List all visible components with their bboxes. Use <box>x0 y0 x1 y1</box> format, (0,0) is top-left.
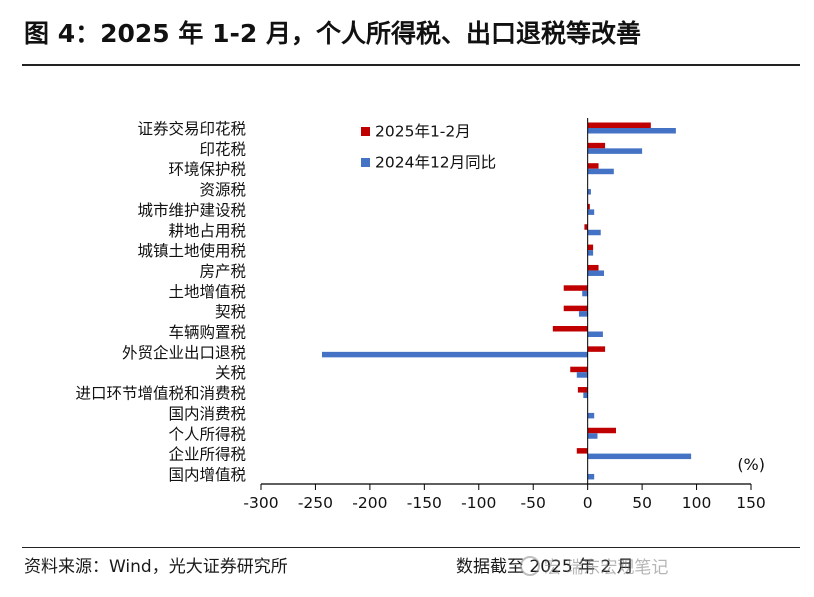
x-tick-label-4: -100 <box>461 494 496 512</box>
bar-s2-9 <box>578 311 588 317</box>
bar-s1-5 <box>584 224 588 230</box>
bar-s2-6 <box>587 250 594 256</box>
category-label-0: 证券交易印花税 <box>137 120 246 138</box>
x-tick-label-1: -250 <box>298 494 333 512</box>
category-label-9: 契税 <box>215 303 246 321</box>
x-tick-label-9: 150 <box>736 494 766 512</box>
bar-s2-8 <box>582 290 588 297</box>
category-label-16: 企业所得税 <box>168 446 246 464</box>
data-as-of-note: 数据截至 2025 年 2 月 <box>456 557 634 577</box>
legend-label-1: 2024年12月同比 <box>375 154 496 172</box>
bar-s1-15 <box>587 427 616 434</box>
category-label-3: 资源税 <box>199 181 246 199</box>
bar-s2-12 <box>576 372 588 378</box>
bar-s2-3 <box>587 189 591 195</box>
figure-title: 图 4：2025 年 1-2 月，个人所得税、出口退税等改善 <box>24 19 641 48</box>
bar-s2-15 <box>587 433 598 439</box>
category-label-15: 个人所得税 <box>168 425 246 443</box>
bar-s2-13 <box>583 392 588 399</box>
x-tick-label-6: 0 <box>583 494 593 512</box>
bar-s2-16 <box>587 453 692 460</box>
bar-s1-0 <box>587 122 651 128</box>
x-tick-label-7: 50 <box>632 494 652 512</box>
bar-s2-2 <box>587 168 614 175</box>
category-label-6: 城镇土地使用税 <box>137 242 246 260</box>
bar-s2-1 <box>587 148 643 154</box>
bar-s1-13 <box>577 387 588 393</box>
category-label-17: 国内增值税 <box>168 466 246 484</box>
legend-label-0: 2025年1-2月 <box>375 123 471 141</box>
bar-s1-6 <box>587 244 594 251</box>
bar-s1-11 <box>587 346 606 352</box>
category-label-12: 关税 <box>215 364 246 382</box>
bar-s1-9 <box>563 305 588 312</box>
bar-s2-5 <box>587 229 601 236</box>
bar-s1-12 <box>570 366 588 373</box>
bar-s2-14 <box>587 412 595 419</box>
category-label-2: 环境保护税 <box>168 160 246 179</box>
category-label-13: 进口环节增值税和消费税 <box>75 385 246 403</box>
bar-s2-11 <box>321 351 588 358</box>
unit-label: (%) <box>737 455 765 474</box>
bar-s2-4 <box>587 209 595 215</box>
bar-s1-8 <box>563 285 588 291</box>
bar-s2-0 <box>587 128 676 134</box>
x-tick-label-8: 100 <box>682 494 712 512</box>
bar-s1-7 <box>587 264 599 271</box>
x-tick-label-3: -150 <box>407 494 442 512</box>
bar-s1-16 <box>576 448 588 454</box>
x-tick-label-5: -50 <box>521 494 546 512</box>
category-label-10: 车辆购置税 <box>168 324 246 342</box>
category-label-7: 房产税 <box>199 262 246 280</box>
category-label-14: 国内消费税 <box>168 405 246 423</box>
bar-s1-2 <box>587 163 599 169</box>
category-label-11: 外贸企业出口退税 <box>122 344 246 362</box>
category-label-4: 城市维护建设税 <box>137 201 246 219</box>
bar-s2-17 <box>587 473 595 480</box>
bar-s2-10 <box>587 331 603 337</box>
category-label-1: 印花税 <box>199 140 246 158</box>
source-note: 资料来源：Wind，光大证券研究所 <box>24 557 288 577</box>
bar-s2-7 <box>587 270 604 276</box>
bar-chart: 证券交易印花税印花税环境保护税资源税城市维护建设税耕地占用税城镇土地使用税房产税… <box>75 118 766 512</box>
bar-s1-4 <box>587 203 590 210</box>
footer-divider <box>22 547 800 548</box>
legend-swatch-1 <box>361 158 370 167</box>
x-tick-label-2: -200 <box>352 494 387 512</box>
legend-swatch-0 <box>361 127 370 136</box>
watermark: 宏 瑞东宏观笔记 <box>520 553 668 578</box>
category-label-8: 土地增值税 <box>168 283 246 301</box>
watermark-text: 宏 瑞东宏观笔记 <box>544 558 669 578</box>
bar-s1-1 <box>587 142 606 149</box>
bar-s1-10 <box>552 326 588 332</box>
title-divider <box>22 64 800 66</box>
wechat-icon <box>520 556 540 576</box>
x-tick-label-0: -300 <box>243 494 278 512</box>
category-label-5: 耕地占用税 <box>168 222 246 240</box>
